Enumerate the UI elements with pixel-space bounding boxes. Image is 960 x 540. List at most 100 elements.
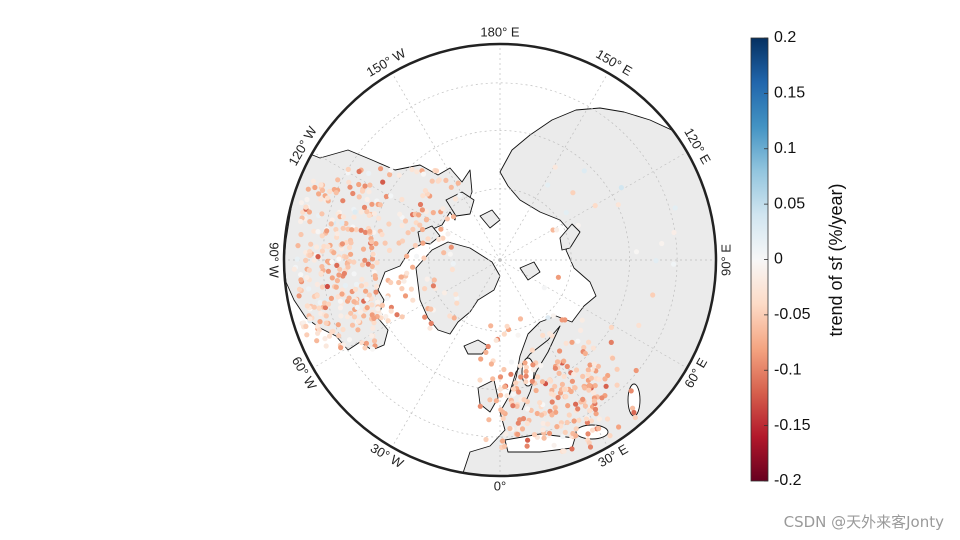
land-masses [284,107,716,476]
station-marker [319,233,325,239]
station-marker [592,203,598,209]
station-marker [399,196,405,203]
station-marker [358,283,365,289]
station-marker [348,251,354,257]
station-marker [540,332,546,338]
station-marker [604,416,611,422]
station-marker [315,229,321,235]
meridian-line [391,259,501,448]
station-marker [560,433,566,440]
station-marker [339,287,345,293]
station-marker [454,300,460,306]
station-marker [515,431,521,437]
station-marker [630,405,636,411]
station-marker [324,195,331,201]
station-marker [420,240,426,246]
station-marker [500,438,506,444]
station-marker [294,256,300,262]
station-markers [291,164,678,454]
station-marker [329,217,335,223]
station-marker [361,204,368,210]
station-marker [348,240,354,246]
station-marker [478,356,484,362]
station-marker [500,409,506,415]
station-marker [441,290,448,296]
station-marker [383,193,389,200]
station-marker [305,186,311,192]
station-marker [351,214,357,220]
station-marker [419,226,426,233]
station-marker [359,188,366,194]
station-marker [515,420,521,426]
station-marker [296,293,302,299]
station-marker [636,322,642,328]
station-marker [497,374,504,380]
station-marker [443,177,449,183]
station-marker [334,231,340,237]
station-marker [502,384,508,390]
station-marker [337,298,343,304]
station-marker [422,286,428,292]
station-marker [417,201,424,208]
station-marker [497,386,503,392]
station-marker [319,211,325,217]
station-marker [356,168,362,175]
station-marker [580,396,586,402]
station-marker [319,264,325,270]
station-marker [430,210,436,216]
station-marker [573,433,579,439]
station-marker [377,202,383,208]
station-marker [608,339,614,345]
station-marker [371,315,377,321]
station-marker [323,313,329,319]
station-marker [561,386,568,392]
station-marker [328,295,334,301]
station-marker [318,196,324,202]
station-marker [314,281,320,287]
station-marker [510,403,516,409]
station-marker [535,374,541,380]
station-marker [547,331,553,337]
station-marker [551,442,557,448]
station-marker [501,443,508,449]
station-marker [444,216,450,222]
station-marker [338,313,344,319]
station-marker [362,183,368,189]
station-marker [448,244,454,250]
station-marker [363,288,369,294]
station-marker [325,268,331,274]
station-marker [430,283,436,289]
station-marker [420,171,427,177]
colorbar-tick-label: 0.15 [774,85,805,102]
station-marker [371,338,378,344]
station-marker [586,339,592,345]
station-marker [351,271,357,277]
station-marker [401,278,407,284]
station-marker [371,211,378,217]
station-marker [358,227,364,233]
station-marker [531,432,538,438]
station-marker [545,315,551,321]
station-marker [595,363,602,369]
station-marker [628,388,634,394]
station-marker [424,216,430,222]
station-marker [354,304,360,310]
station-marker [523,364,530,370]
station-marker [549,399,555,405]
station-marker [653,258,659,264]
station-marker [587,362,593,368]
station-marker [578,327,584,333]
station-marker [326,333,333,339]
station-marker [362,345,368,351]
station-marker [364,305,370,311]
colorbar-tick-label: -0.15 [774,417,811,434]
station-marker [438,226,444,232]
station-marker [518,374,524,380]
station-marker [559,317,565,323]
station-marker [329,275,335,281]
station-marker [410,226,416,232]
station-marker [333,190,339,196]
longitude-label: 0° [494,478,506,493]
station-marker [343,254,349,260]
